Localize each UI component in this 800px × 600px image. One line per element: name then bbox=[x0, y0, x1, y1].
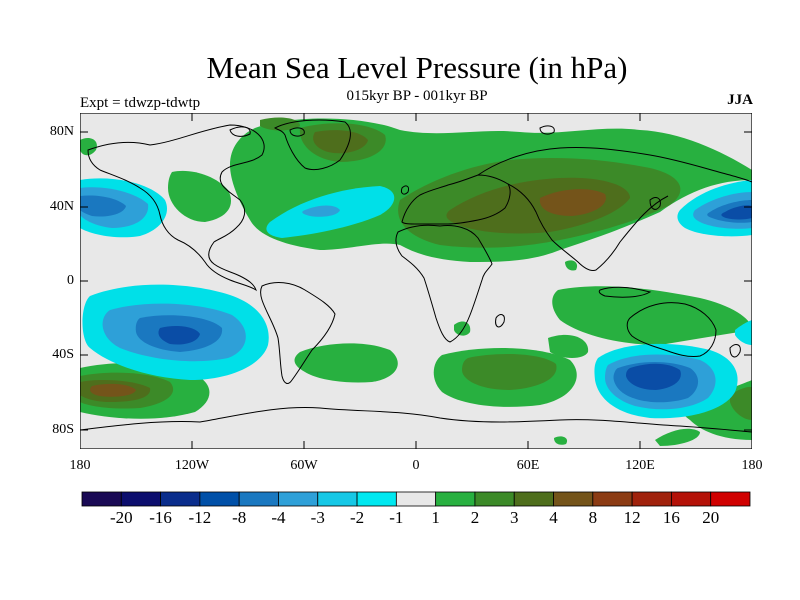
lon-label-120w: 120W bbox=[174, 458, 210, 473]
top-left-green bbox=[80, 138, 97, 156]
europe-coast bbox=[401, 174, 511, 225]
colorbar-box bbox=[474, 491, 515, 507]
south-atlantic-green bbox=[294, 343, 398, 383]
lat-label-80s: 80S bbox=[52, 422, 74, 437]
north-atlantic-light-blue bbox=[302, 205, 340, 217]
colorbar-label: -20 bbox=[109, 508, 133, 527]
colorbar bbox=[81, 491, 751, 507]
colorbar-box bbox=[553, 491, 594, 507]
colorbar-box bbox=[120, 491, 161, 507]
colorbar-box bbox=[356, 491, 397, 507]
colorbar-label: 2 bbox=[470, 508, 480, 527]
colorbar-box bbox=[278, 491, 319, 507]
greenland-olive bbox=[313, 130, 368, 154]
colorbar-box bbox=[199, 491, 240, 507]
asia-coast bbox=[477, 146, 752, 271]
colorbar-label: -2 bbox=[349, 508, 365, 527]
antarctica-coast bbox=[80, 407, 752, 433]
colorbar-label: 8 bbox=[588, 508, 598, 527]
colorbar-box bbox=[317, 491, 358, 507]
colorbar-label: -16 bbox=[149, 508, 172, 527]
colorbar-box bbox=[395, 491, 437, 507]
colorbar-box bbox=[671, 491, 712, 507]
africa-coast bbox=[395, 224, 493, 343]
north-dark-green bbox=[260, 117, 300, 131]
lon-label-60w: 60W bbox=[290, 458, 318, 473]
colorbar-box bbox=[592, 491, 633, 507]
colorbar-box bbox=[81, 491, 122, 507]
lon-label-120e: 120E bbox=[625, 458, 655, 473]
right-dark-green bbox=[730, 386, 752, 420]
colorbar-box bbox=[238, 491, 279, 507]
colorbar-label: -12 bbox=[188, 508, 212, 527]
japan-coast bbox=[649, 197, 661, 210]
south-pacific-dark-blue bbox=[626, 363, 681, 390]
north-pacific-blue bbox=[80, 195, 126, 217]
experiment-label: Expt = tdwzp-tdwtp bbox=[80, 95, 201, 111]
indian-green bbox=[548, 334, 589, 358]
lat-label-80n: 80N bbox=[49, 124, 74, 139]
indonesia-coast bbox=[598, 286, 652, 298]
south-small-green bbox=[554, 436, 568, 445]
colorbar-label: 20 bbox=[702, 508, 720, 527]
colorbar-box bbox=[160, 491, 201, 507]
colorbar-box bbox=[710, 491, 751, 507]
lon-label-0: 0 bbox=[412, 458, 420, 473]
colorbar-label: 12 bbox=[623, 508, 641, 527]
uk-coast bbox=[401, 185, 409, 195]
chart-title: Mean Sea Level Pressure (in hPa) bbox=[206, 50, 628, 85]
lon-label-180-left: 180 bbox=[69, 458, 91, 473]
coastlines bbox=[80, 119, 752, 433]
eurasia-brown bbox=[539, 189, 606, 216]
south-indian-dark-green bbox=[462, 354, 557, 390]
africa-small-green bbox=[454, 321, 471, 336]
colorbar-label: 3 bbox=[509, 508, 519, 527]
north-right-dark-blue bbox=[721, 205, 752, 220]
lat-label-40s: 40S bbox=[52, 347, 74, 362]
lat-label-40n: 40N bbox=[49, 199, 74, 214]
india-ocean-green bbox=[552, 286, 752, 345]
colorbar-label: -3 bbox=[310, 508, 325, 527]
north-right-green bbox=[565, 260, 578, 271]
season-label: JJA bbox=[727, 92, 753, 108]
far-south-green bbox=[655, 428, 700, 446]
arctic-islands bbox=[229, 125, 555, 137]
lat-label-0: 0 bbox=[67, 273, 74, 288]
colorbar-label: -4 bbox=[271, 508, 286, 527]
new-zealand-coast bbox=[729, 344, 741, 358]
south-america-coast bbox=[260, 282, 336, 384]
lon-label-180-right: 180 bbox=[741, 458, 763, 473]
pacific-south-brown bbox=[90, 383, 136, 397]
colorbar-box bbox=[435, 491, 476, 507]
colorbar-label: 1 bbox=[431, 508, 440, 527]
north-america-green bbox=[168, 170, 232, 222]
right-edge-cyan bbox=[735, 320, 752, 345]
north-america-coast bbox=[87, 124, 265, 292]
colorbar-label: 16 bbox=[662, 508, 680, 527]
colorbar-box bbox=[513, 491, 554, 507]
colorbar-box bbox=[631, 491, 672, 507]
madagascar-coast bbox=[495, 314, 505, 328]
map-field bbox=[80, 113, 752, 449]
colorbar-label: -1 bbox=[389, 508, 404, 527]
pacific-dark-blue bbox=[158, 326, 200, 345]
australia-coast bbox=[626, 302, 717, 357]
chart-subtitle: 015kyr BP - 001kyr BP bbox=[346, 88, 488, 104]
lon-label-60e: 60E bbox=[516, 458, 540, 473]
greenland-coast bbox=[274, 119, 351, 171]
colorbar-label: 4 bbox=[549, 508, 558, 527]
axis-ticks bbox=[80, 113, 752, 449]
colorbar-label: -8 bbox=[232, 508, 247, 527]
